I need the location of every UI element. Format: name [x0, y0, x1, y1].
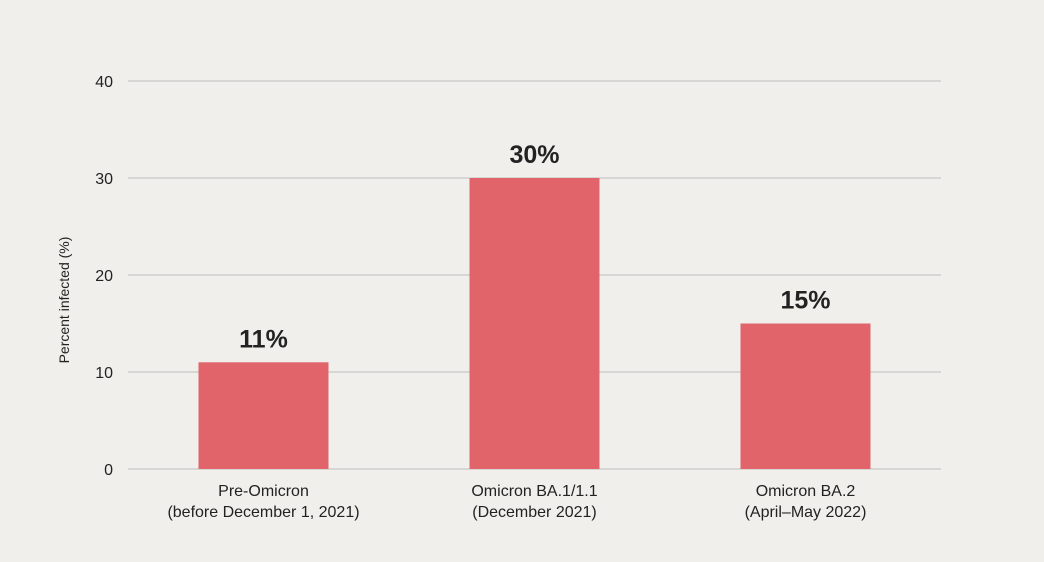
- bar-3: [740, 323, 871, 469]
- data-label-3: 15%: [780, 287, 830, 315]
- bar-1: [198, 362, 329, 469]
- category-label-3: Omicron BA.2 (April–May 2022): [745, 483, 867, 521]
- y-tick-label-40: 40: [95, 74, 113, 91]
- y-axis-title: Percent infected (%): [56, 237, 72, 364]
- y-tick-label-20: 20: [95, 268, 113, 285]
- bar-2: [469, 178, 600, 469]
- category-label-1: Pre-Omicron (before December 1, 2021): [167, 483, 359, 521]
- category-label-1-line-1: Pre-Omicron: [218, 483, 309, 500]
- label-layer: 0 10 20 30 40 11% Pre-Omicron (before December …: [95, 74, 866, 521]
- bar-layer: [198, 178, 871, 469]
- category-label-2-line-2: (December 2021): [472, 504, 597, 521]
- y-tick-label-0: 0: [104, 462, 113, 479]
- category-label-3-line-1: Omicron BA.2: [756, 483, 856, 500]
- category-label-2-line-1: Omicron BA.1/1.1: [471, 483, 597, 500]
- data-label-2: 30%: [509, 141, 559, 169]
- y-tick-label-10: 10: [95, 365, 113, 382]
- y-tick-label-30: 30: [95, 171, 113, 188]
- category-label-1-line-2: (before December 1, 2021): [167, 504, 359, 521]
- category-label-3-line-2: (April–May 2022): [745, 504, 867, 521]
- category-label-2: Omicron BA.1/1.1 (December 2021): [471, 483, 597, 521]
- data-label-1: 11%: [239, 325, 288, 353]
